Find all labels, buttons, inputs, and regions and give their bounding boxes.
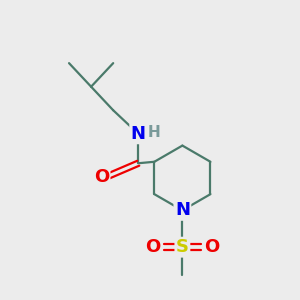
Text: N: N [175, 201, 190, 219]
Text: O: O [204, 238, 220, 256]
Text: S: S [176, 238, 189, 256]
Text: O: O [145, 238, 160, 256]
Text: O: O [94, 167, 109, 185]
Text: N: N [131, 125, 146, 143]
Text: H: H [147, 124, 160, 140]
